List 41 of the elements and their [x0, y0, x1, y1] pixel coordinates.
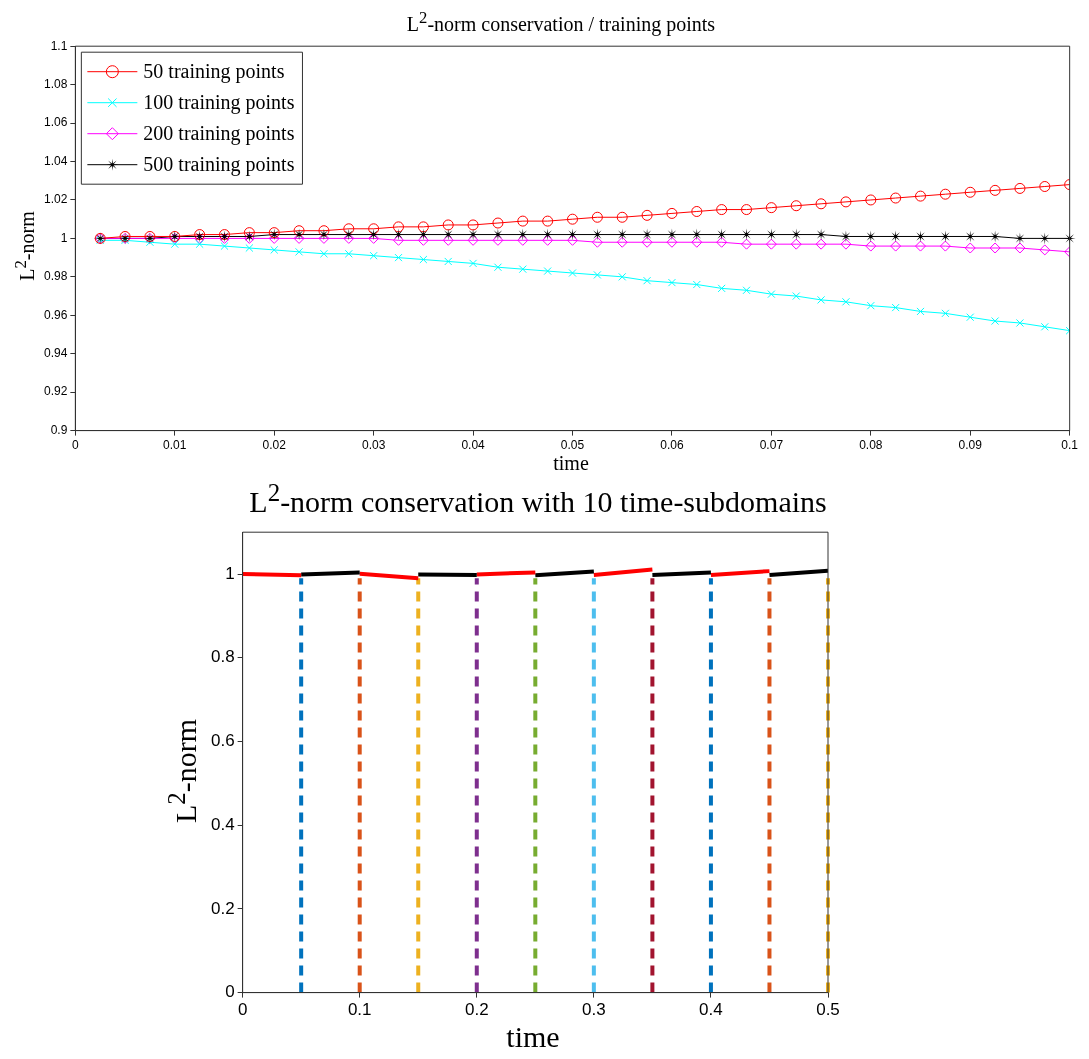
x-tick-label: 0.3 — [582, 1000, 606, 1020]
y-tick-label: 0.9 — [50, 422, 68, 437]
x-tick-label: 0.5 — [816, 1000, 840, 1020]
chart-title: L$^{2}$-norm conservation with 10 time-subdomains — [248, 478, 828, 519]
x-tick-label: 0.1 — [1061, 437, 1079, 452]
y-tick-label: 0.94 — [44, 345, 68, 360]
y-tick-label: 1 — [225, 563, 235, 583]
y-tick-label: 1.02 — [44, 191, 68, 206]
legend-label: 200 training points — [143, 121, 295, 145]
x-tick-label: 0.07 — [759, 437, 784, 452]
y-tick-label: 0.92 — [44, 384, 68, 399]
x-tick-label: 0.04 — [461, 437, 486, 452]
y-tick-label: 0.8 — [210, 647, 235, 667]
y-tick-label: 1.04 — [44, 153, 68, 168]
y-tick-label: 0.96 — [44, 307, 68, 322]
y-tick-label: 0.98 — [44, 268, 68, 283]
y-tick-label: 0.4 — [210, 814, 235, 834]
x-axis-title: time — [505, 1019, 561, 1054]
x-tick-label: 0.06 — [660, 437, 684, 452]
y-tick-label: 1.1 — [50, 38, 68, 53]
x-tick-label: 0.02 — [262, 437, 287, 452]
y-tick-label: 0 — [225, 981, 235, 1001]
y-tick-label: 1.08 — [44, 76, 68, 91]
x-tick-label: 0.05 — [560, 437, 585, 452]
y-tick-label: 0.6 — [210, 730, 235, 750]
legend-label: 500 training points — [143, 152, 295, 176]
chart-title: L$^{2}$-norm conservation / training points — [405, 8, 717, 36]
y-tick-label: 1.06 — [44, 115, 68, 130]
y-tick-label: 1 — [60, 230, 68, 245]
y-tick-label: 0.2 — [210, 898, 235, 918]
x-tick-label: 0.08 — [859, 437, 883, 452]
x-tick-label: 0 — [72, 437, 80, 452]
x-tick-label: 0.09 — [958, 437, 983, 452]
x-tick-label: 0.1 — [347, 1000, 372, 1020]
x-tick-label: 0.4 — [699, 1000, 723, 1020]
x-tick-label: 0.03 — [361, 437, 386, 452]
legend-label: 50 training points — [143, 59, 285, 83]
x-tick-label: 0.2 — [464, 1000, 489, 1020]
legend-label: 100 training points — [143, 90, 295, 114]
x-tick-label: 0.01 — [163, 437, 187, 452]
x-axis-title: time — [552, 451, 590, 475]
